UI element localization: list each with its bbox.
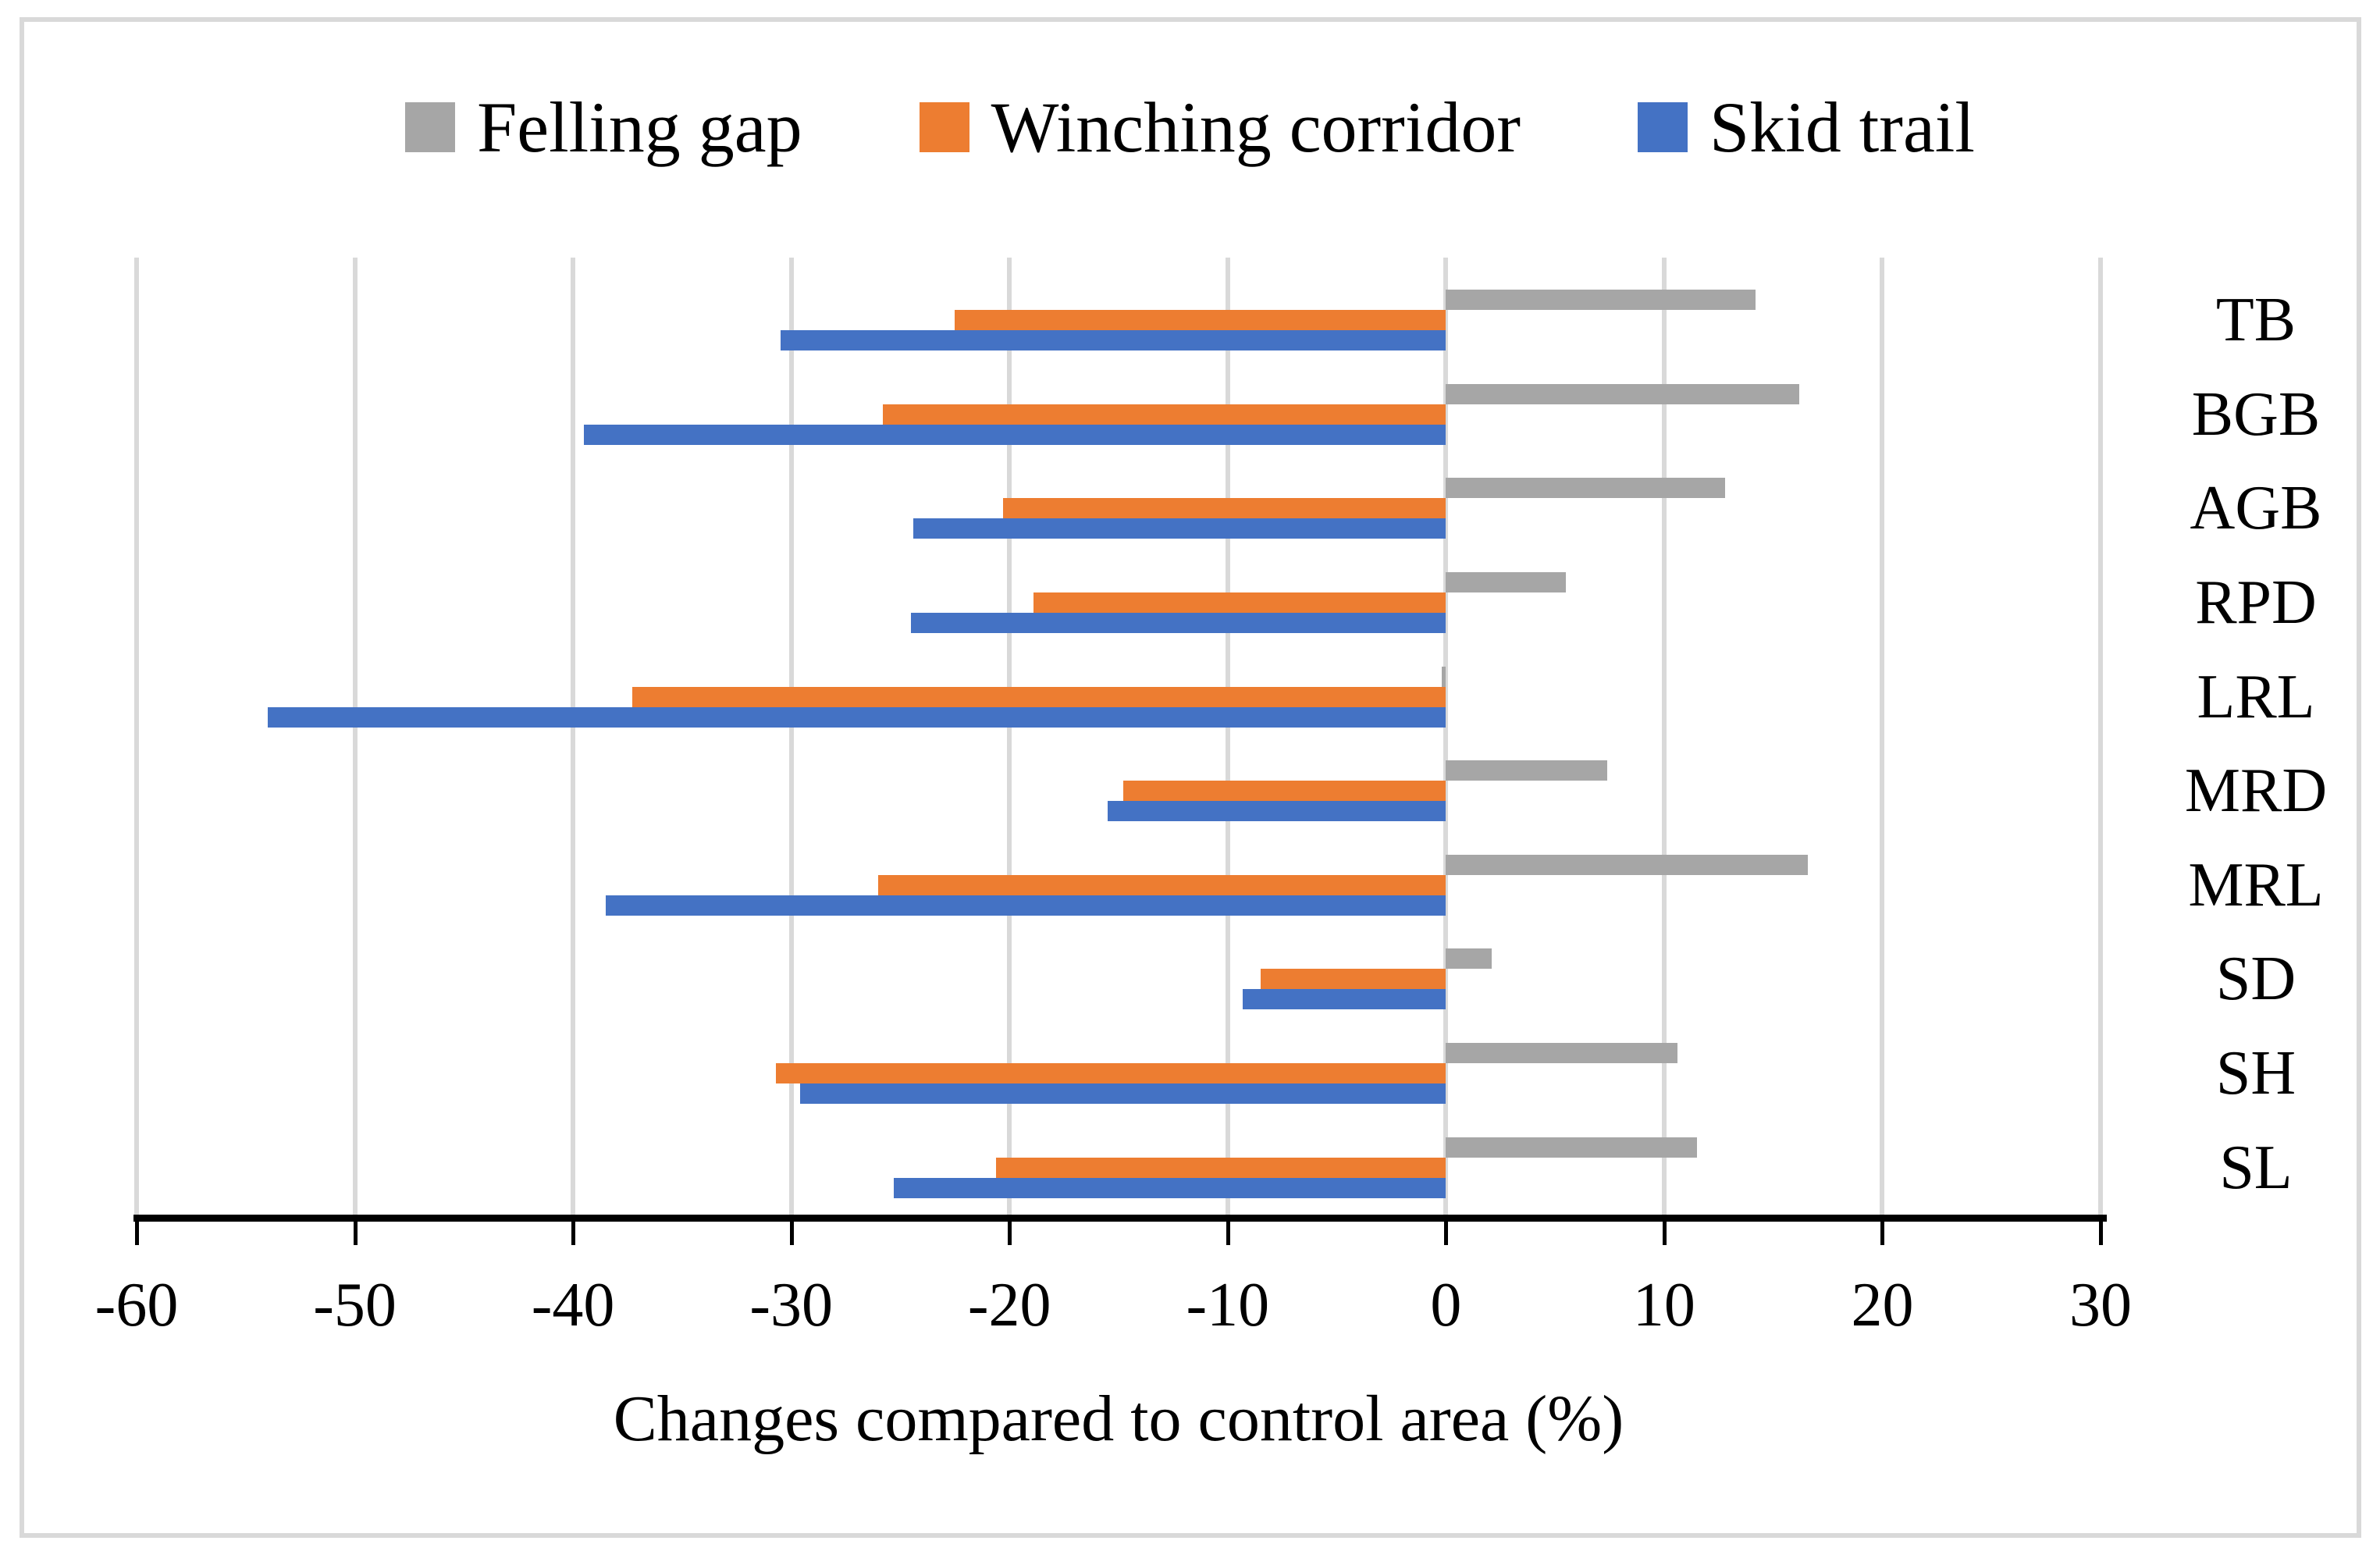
x-tick-mark--20 xyxy=(1008,1222,1012,1245)
x-tick-label--30: -30 xyxy=(749,1271,833,1340)
x-tick-label-10: 10 xyxy=(1632,1271,1695,1340)
bar-winching-corridor-sd xyxy=(1260,969,1446,990)
category-row-lrl xyxy=(137,649,2101,744)
plot-area xyxy=(134,258,2103,1215)
bar-felling-gap-sl xyxy=(1446,1137,1697,1158)
legend-item-felling-gap: Felling gap xyxy=(405,91,802,163)
bar-felling-gap-sh xyxy=(1446,1043,1677,1064)
category-row-agb xyxy=(137,461,2101,556)
legend-label-skid-trail: Skid trail xyxy=(1709,87,1975,167)
gridline--20 xyxy=(1007,258,1012,1215)
x-axis-line xyxy=(133,1215,2107,1222)
legend-swatch-winching-corridor xyxy=(919,102,969,152)
x-tick-label-20: 20 xyxy=(1851,1271,1914,1340)
bar-skid-trail-agb xyxy=(913,518,1446,539)
bar-skid-trail-rpd xyxy=(911,613,1446,634)
bar-skid-trail-tb xyxy=(780,330,1446,351)
category-row-mrd xyxy=(137,744,2101,838)
gridline-20 xyxy=(1880,258,1885,1215)
x-tick-label--60: -60 xyxy=(94,1271,179,1340)
bar-winching-corridor-mrd xyxy=(1122,781,1446,802)
gridline--60 xyxy=(134,258,139,1215)
legend-swatch-skid-trail xyxy=(1638,102,1688,152)
category-row-tb xyxy=(137,273,2101,368)
gridline--50 xyxy=(352,258,358,1215)
category-row-rpd xyxy=(137,556,2101,650)
legend-item-winching-corridor: Winching corridor xyxy=(919,87,1521,167)
x-tick-label--10: -10 xyxy=(1186,1271,1270,1340)
bar-skid-trail-sl xyxy=(894,1177,1446,1198)
category-label-tb: TB xyxy=(2215,286,2296,355)
legend-swatch-felling-gap xyxy=(405,102,456,152)
bar-felling-gap-rpd xyxy=(1446,572,1567,593)
x-tick-label--50: -50 xyxy=(313,1271,397,1340)
bar-winching-corridor-rpd xyxy=(1033,592,1446,614)
bar-winching-corridor-tb xyxy=(955,310,1446,331)
category-label-bgb: BGB xyxy=(2191,379,2321,449)
bar-felling-gap-tb xyxy=(1446,290,1756,311)
x-tick-label--20: -20 xyxy=(967,1271,1051,1340)
category-row-sh xyxy=(137,1027,2101,1121)
category-label-mrd: MRD xyxy=(2184,756,2328,826)
category-label-sh: SH xyxy=(2215,1039,2296,1108)
bar-felling-gap-sd xyxy=(1446,948,1492,970)
x-tick-label--40: -40 xyxy=(531,1271,615,1340)
bar-felling-gap-mrl xyxy=(1446,854,1809,875)
legend-item-skid-trail: Skid trail xyxy=(1638,91,1975,163)
category-label-sd: SD xyxy=(2215,945,2296,1014)
x-tick-label-30: 30 xyxy=(2069,1271,2132,1340)
category-label-mrl: MRL xyxy=(2188,850,2324,920)
category-label-lrl: LRL xyxy=(2197,662,2315,731)
bar-felling-gap-lrl xyxy=(1441,666,1446,687)
legend: Felling gap Winching corridor Skid trail xyxy=(0,76,2380,178)
category-label-rpd: RPD xyxy=(2195,568,2317,638)
category-row-sl xyxy=(137,1120,2101,1215)
x-axis-ticks xyxy=(135,1222,2103,1247)
bar-winching-corridor-sh xyxy=(776,1063,1446,1084)
bar-rows xyxy=(137,273,2101,1215)
x-axis-title: Changes compared to control area (%) xyxy=(613,1382,1624,1455)
bar-winching-corridor-mrl xyxy=(878,874,1446,895)
category-label-agb: AGB xyxy=(2190,474,2322,543)
x-tick-mark--30 xyxy=(789,1222,794,1245)
gridline--10 xyxy=(1225,258,1230,1215)
x-tick-mark-20 xyxy=(1880,1222,1885,1245)
gridline-10 xyxy=(1661,258,1667,1215)
category-label-sl: SL xyxy=(2219,1133,2293,1202)
bar-felling-gap-agb xyxy=(1446,478,1726,499)
bar-winching-corridor-lrl xyxy=(631,686,1446,707)
x-tick-mark--40 xyxy=(571,1222,576,1245)
category-row-mrl xyxy=(137,838,2101,933)
bar-winching-corridor-sl xyxy=(996,1157,1446,1178)
bar-skid-trail-bgb xyxy=(584,424,1446,445)
category-row-sd xyxy=(137,932,2101,1027)
gridline-30 xyxy=(2098,258,2103,1215)
bar-winching-corridor-agb xyxy=(1002,498,1446,519)
x-tick-mark--50 xyxy=(353,1222,358,1245)
bar-skid-trail-sh xyxy=(799,1083,1446,1105)
bar-felling-gap-mrd xyxy=(1446,760,1608,781)
bar-skid-trail-mrd xyxy=(1108,801,1446,822)
x-tick-mark-30 xyxy=(2099,1222,2103,1245)
category-labels: TB BGB AGB RPD LRL MRD MRL SD SH SL xyxy=(2139,273,2373,1215)
bar-felling-gap-bgb xyxy=(1446,383,1800,404)
x-tick-label-0: 0 xyxy=(1430,1271,1462,1340)
gridline--30 xyxy=(788,258,794,1215)
legend-label-felling-gap: Felling gap xyxy=(477,87,802,167)
bar-skid-trail-lrl xyxy=(267,706,1446,728)
x-tick-mark--60 xyxy=(135,1222,139,1245)
x-tick-mark-0 xyxy=(1444,1222,1449,1245)
gridline--40 xyxy=(571,258,576,1215)
bar-winching-corridor-bgb xyxy=(883,404,1446,425)
legend-label-winching-corridor: Winching corridor xyxy=(991,87,1521,167)
x-tick-mark--10 xyxy=(1226,1222,1230,1245)
x-tick-labels: -60 -50 -40 -30 -20 -10 0 10 20 30 xyxy=(95,1271,2132,1357)
bar-skid-trail-sd xyxy=(1243,989,1446,1010)
gridline-0 xyxy=(1443,258,1449,1215)
x-tick-mark-10 xyxy=(1662,1222,1667,1245)
bar-skid-trail-mrl xyxy=(606,895,1446,916)
category-row-bgb xyxy=(137,368,2101,462)
